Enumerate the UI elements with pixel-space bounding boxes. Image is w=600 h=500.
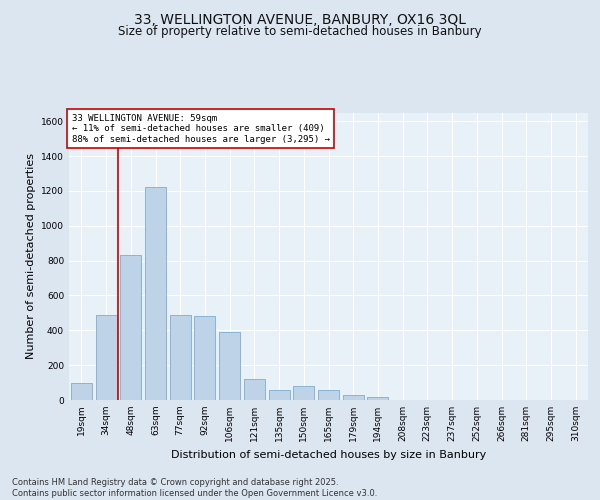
Bar (293, 386, 314, 400)
Bar (318, 390, 339, 400)
Bar (71, 382, 92, 400)
Bar (95, 314, 116, 400)
Bar (269, 390, 290, 400)
Bar (367, 396, 388, 400)
Text: Contains HM Land Registry data © Crown copyright and database right 2025.
Contai: Contains HM Land Registry data © Crown c… (12, 478, 377, 498)
X-axis label: Distribution of semi-detached houses by size in Banbury: Distribution of semi-detached houses by … (171, 450, 486, 460)
Text: 33 WELLINGTON AVENUE: 59sqm
← 11% of semi-detached houses are smaller (409)
88% : 33 WELLINGTON AVENUE: 59sqm ← 11% of sem… (71, 114, 329, 144)
Bar (170, 314, 191, 400)
Bar (120, 256, 141, 400)
Text: Size of property relative to semi-detached houses in Banbury: Size of property relative to semi-detach… (118, 25, 482, 38)
Text: 33, WELLINGTON AVENUE, BANBURY, OX16 3QL: 33, WELLINGTON AVENUE, BANBURY, OX16 3QL (134, 12, 466, 26)
Bar (343, 395, 364, 400)
Y-axis label: Number of semi-detached properties: Number of semi-detached properties (26, 153, 35, 359)
Bar (194, 316, 215, 400)
Bar (219, 332, 240, 400)
Bar (244, 379, 265, 400)
Bar (145, 188, 166, 400)
